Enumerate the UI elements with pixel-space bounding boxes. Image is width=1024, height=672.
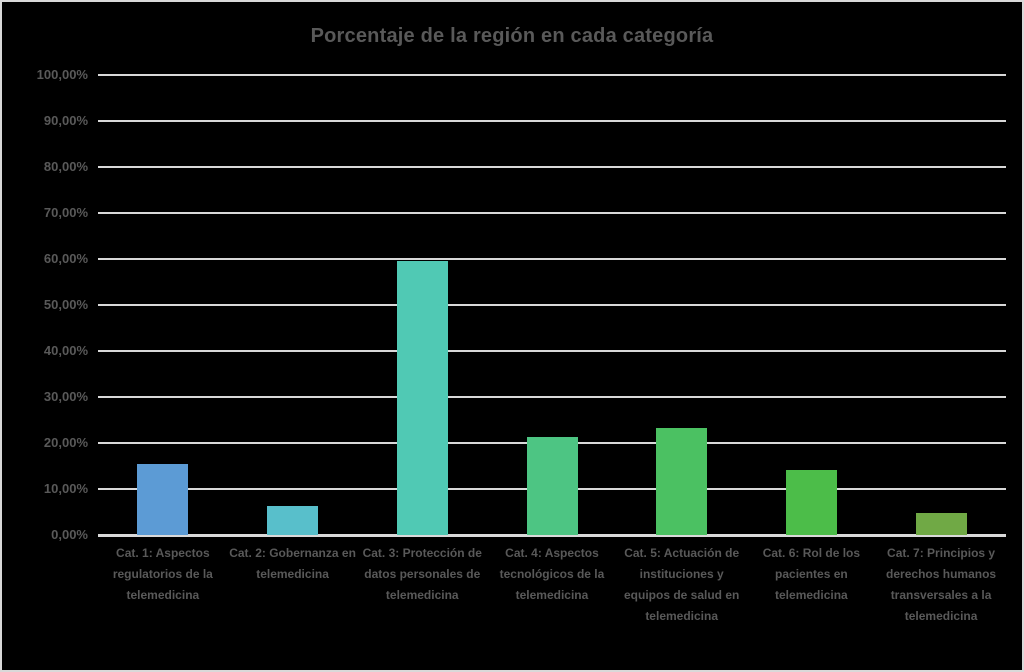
bar-cat-6 [785, 470, 837, 535]
y-axis-tick-label: 90,00% [43, 113, 88, 128]
chart-title: Porcentaje de la región en cada categorí… [310, 25, 714, 47]
y-axis-tick-label: 10,00% [43, 481, 88, 496]
plot-area [98, 74, 1006, 537]
x-axis: Cat. 1: Aspectos regulatorios de la tele… [98, 543, 1006, 627]
x-axis-category-label: Cat. 7: Principios y derechos humanos tr… [886, 546, 997, 623]
y-axis: 100,00% 90,00% 80,00% 70,00% 60,00% 50,00% 40,… [2, 67, 88, 542]
y-axis-tick-label: 40,00% [43, 343, 88, 358]
y-axis-tick-label: 100,00% [36, 67, 88, 82]
gridline-60 [98, 258, 1006, 260]
gridline-100 [98, 74, 1006, 76]
bar-cat-7 [915, 512, 967, 535]
bar-cat-5 [656, 428, 708, 535]
bar-cat-2 [267, 506, 319, 535]
x-axis-category-label: Cat. 6: Rol de los pacientes en telemedi… [762, 546, 861, 602]
bar-cat-3 [396, 261, 448, 535]
y-axis-tick-label: 50,00% [43, 297, 88, 312]
y-axis-tick-label: 20,00% [43, 435, 88, 450]
y-axis-tick-label: 30,00% [43, 389, 88, 404]
x-axis-line [98, 534, 1006, 537]
gridline-90 [98, 120, 1006, 122]
y-axis-tick-label: 70,00% [43, 205, 88, 220]
y-axis-tick-label: 60,00% [43, 251, 88, 266]
gridline-80 [98, 166, 1006, 168]
bar-cat-4 [526, 437, 578, 535]
x-axis-category-label: Cat. 4: Aspectos tecnológicos de la tele… [499, 546, 605, 602]
x-axis-category-label: Cat. 5: Actuación de instituciones y equ… [623, 546, 740, 623]
x-axis-category-label: Cat. 1: Aspectos regulatorios de la tele… [112, 546, 213, 602]
x-axis-category-label: Cat. 3: Protección de datos personales d… [362, 546, 482, 602]
x-axis-category-label: Cat. 2: Gobernanza en telemedicina [229, 546, 356, 581]
gridline-30 [98, 396, 1006, 398]
gridline-40 [98, 350, 1006, 352]
y-axis-tick-label: 80,00% [43, 159, 88, 174]
gridline-70 [98, 212, 1006, 214]
bar-cat-1 [137, 464, 189, 535]
gridline-50 [98, 304, 1006, 306]
y-axis-tick-label: 0,00% [51, 527, 88, 542]
